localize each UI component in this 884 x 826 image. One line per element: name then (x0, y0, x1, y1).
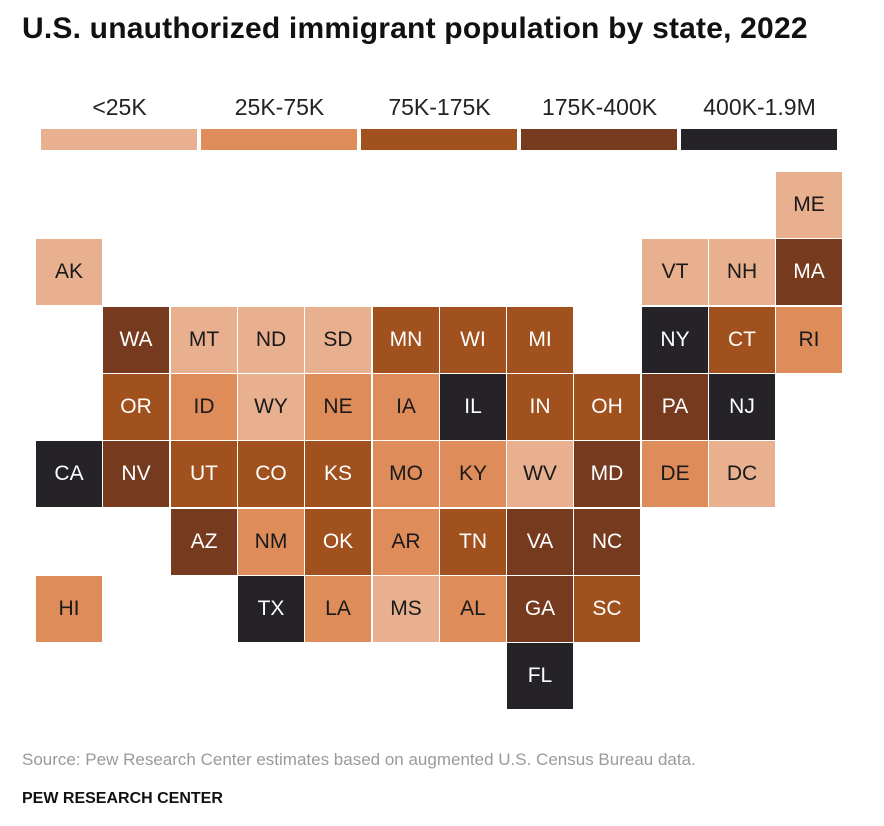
state-tile-nv: NV (103, 441, 169, 507)
legend-item: <25K (41, 92, 198, 152)
state-tile-id: ID (171, 374, 237, 440)
state-tile-md: MD (574, 441, 640, 507)
state-tile-nd: ND (238, 307, 304, 373)
organization-credit: PEW RESEARCH CENTER (22, 790, 223, 807)
state-tile-ar: AR (373, 509, 439, 575)
source-note: Source: Pew Research Center estimates ba… (22, 750, 696, 769)
state-tile-tn: TN (440, 509, 506, 575)
state-tile-wy: WY (238, 374, 304, 440)
legend-swatch (41, 129, 197, 150)
state-tile-wv: WV (507, 441, 573, 507)
state-tile-in: IN (507, 374, 573, 440)
legend-label: 25K-75K (234, 94, 325, 120)
state-tile-sc: SC (574, 576, 640, 642)
state-tile-ky: KY (440, 441, 506, 507)
legend-label: 175K-400K (541, 94, 658, 120)
state-tile-va: VA (507, 509, 573, 575)
state-tile-fl: FL (507, 643, 573, 709)
state-tile-mt: MT (171, 307, 237, 373)
state-tile-nh: NH (709, 239, 775, 305)
legend-item: 400K-1.9M (681, 92, 838, 152)
legend-label: 400K-1.9M (703, 94, 816, 120)
state-tile-dc: DC (709, 441, 775, 507)
state-tile-vt: VT (642, 239, 708, 305)
state-tile-de: DE (642, 441, 708, 507)
state-tile-az: AZ (171, 509, 237, 575)
state-tile-ma: MA (776, 239, 842, 305)
state-tile-la: LA (305, 576, 371, 642)
state-tile-hi: HI (36, 576, 102, 642)
state-tile-ak: AK (36, 239, 102, 305)
state-tile-pa: PA (642, 374, 708, 440)
legend-swatch (681, 129, 837, 150)
legend-item: 25K-75K (201, 92, 358, 152)
state-tile-ny: NY (642, 307, 708, 373)
legend-label: <25K (92, 94, 147, 120)
legend-swatch (521, 129, 677, 150)
state-tile-wa: WA (103, 307, 169, 373)
state-tile-ct: CT (709, 307, 775, 373)
state-tile-nc: NC (574, 509, 640, 575)
state-tile-me: ME (776, 172, 842, 238)
state-tile-ks: KS (305, 441, 371, 507)
legend-swatch (361, 129, 517, 150)
state-tile-sd: SD (305, 307, 371, 373)
state-tile-wi: WI (440, 307, 506, 373)
state-tile-ga: GA (507, 576, 573, 642)
legend-item: 175K-400K (521, 92, 678, 152)
legend: <25K 25K-75K 75K-175K 175K-400K 400K-1.9M (41, 92, 839, 152)
state-tile-ne: NE (305, 374, 371, 440)
state-tile-al: AL (440, 576, 506, 642)
state-tile-ri: RI (776, 307, 842, 373)
state-tile-ms: MS (373, 576, 439, 642)
legend-item: 75K-175K (361, 92, 518, 152)
state-tile-tx: TX (238, 576, 304, 642)
state-tile-mo: MO (373, 441, 439, 507)
state-tile-il: IL (440, 374, 506, 440)
state-tile-nm: NM (238, 509, 304, 575)
state-tile-or: OR (103, 374, 169, 440)
state-tile-mn: MN (373, 307, 439, 373)
state-tile-oh: OH (574, 374, 640, 440)
state-tile-mi: MI (507, 307, 573, 373)
state-tile-ia: IA (373, 374, 439, 440)
state-tile-ut: UT (171, 441, 237, 507)
state-tile-nj: NJ (709, 374, 775, 440)
state-tile-co: CO (238, 441, 304, 507)
legend-label: 75K-175K (388, 94, 491, 120)
map-title: U.S. unauthorized immigrant population b… (22, 12, 808, 45)
legend-swatch (201, 129, 357, 150)
state-tile-ca: CA (36, 441, 102, 507)
state-tile-ok: OK (305, 509, 371, 575)
